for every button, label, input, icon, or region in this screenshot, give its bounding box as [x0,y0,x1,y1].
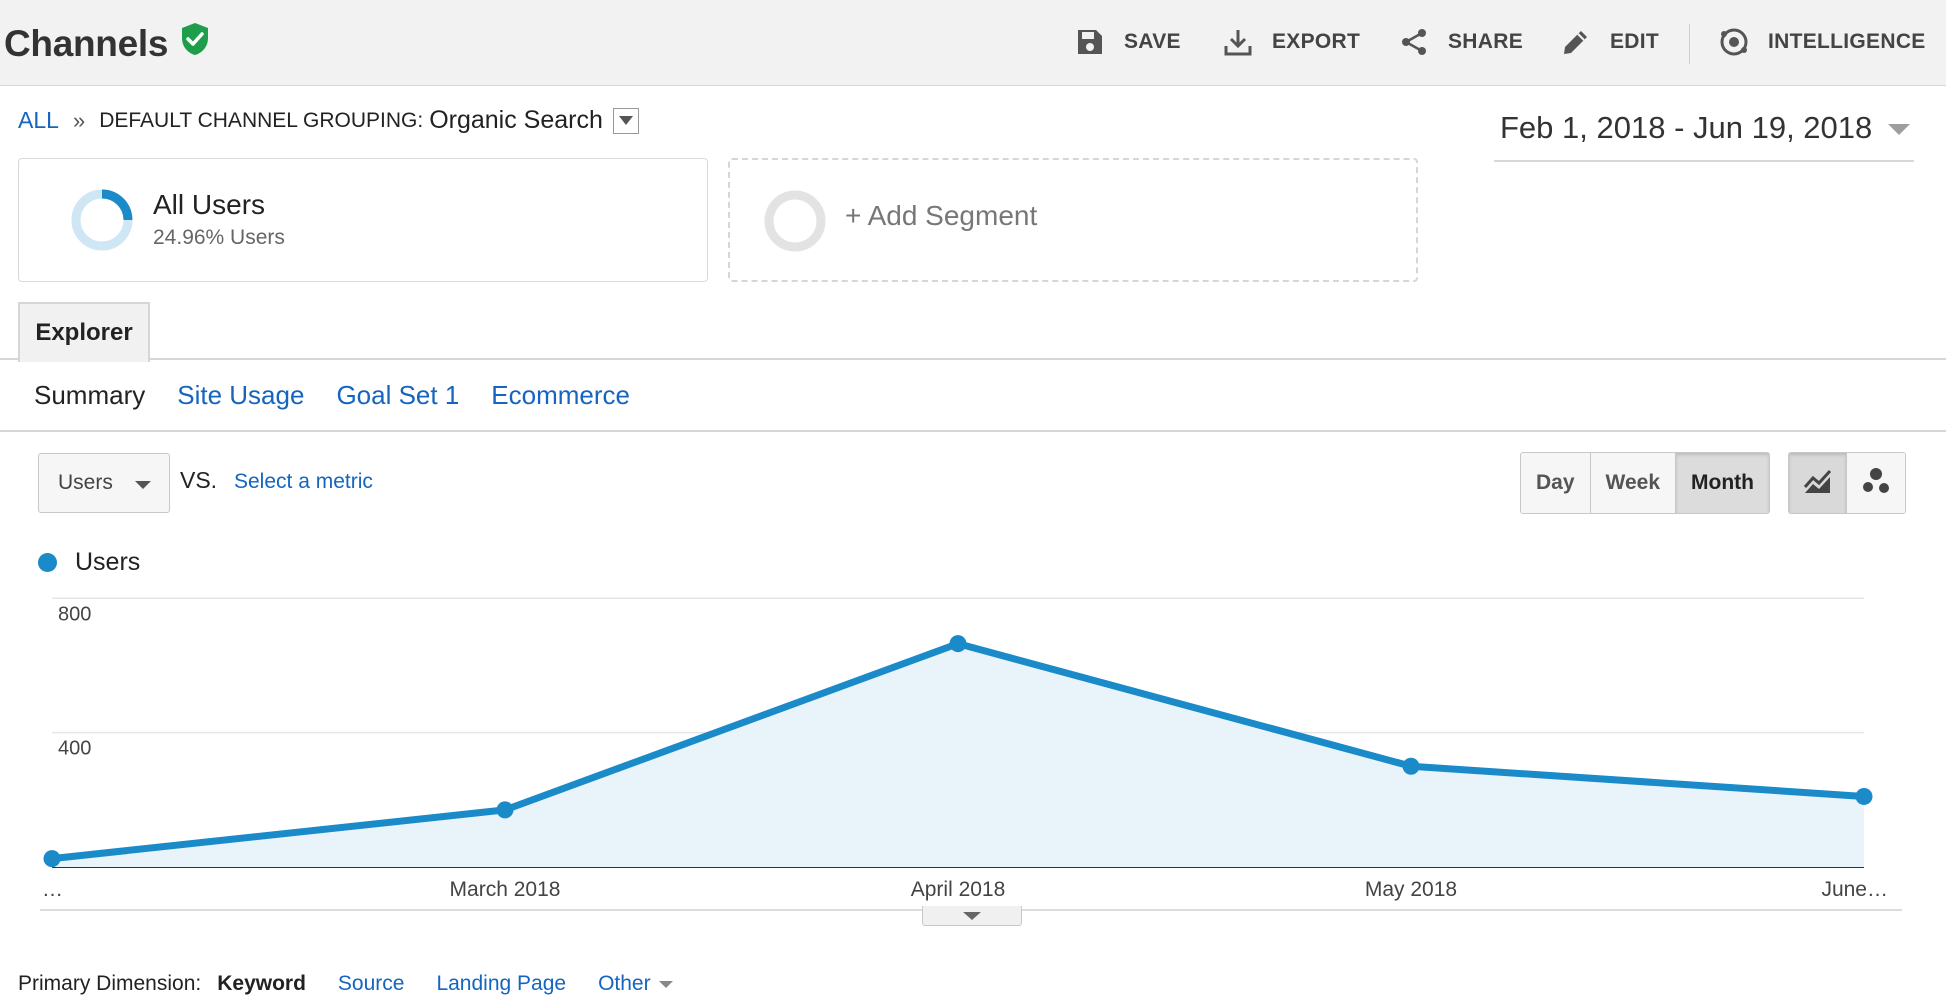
download-icon [1222,26,1254,58]
export-button[interactable]: EXPORT [1222,26,1360,58]
granularity-month-button[interactable]: Month [1676,453,1769,513]
breadcrumb-grouping-label: DEFAULT CHANNEL GROUPING: [99,108,424,132]
chart-view-toggle [1788,452,1906,514]
share-label: SHARE [1448,30,1524,53]
x-tick-label: March 2018 [450,878,561,901]
page-title: Channels [4,22,210,65]
pencil-icon [1560,26,1592,58]
metric-select-value: Users [58,471,113,494]
save-button[interactable]: SAVE [1074,26,1181,58]
subtab-site-usage[interactable]: Site Usage [177,379,305,410]
segment-detail: 24.96% Users [153,226,285,249]
grouping-dropdown-button[interactable] [612,107,639,134]
toolbar-divider [1689,24,1690,64]
line-chart-view-button[interactable] [1789,453,1847,513]
dimension-source-link[interactable]: Source [337,972,405,995]
legend-series-name: Users [75,548,141,576]
primary-dimension-label: Primary Dimension: [18,972,202,995]
series-area-fill [52,643,1864,867]
tab-bar: Explorer [0,302,1946,362]
y-tick-label: 800 [58,603,91,625]
intelligence-label: INTELLIGENCE [1768,30,1926,53]
subtab-ecommerce[interactable]: Ecommerce [491,379,630,410]
add-segment-button[interactable]: + Add Segment [728,158,1418,282]
breadcrumb-all-link[interactable]: ALL [18,107,59,133]
shield-check-icon [180,22,210,65]
legend-dot [38,553,57,572]
data-point[interactable] [496,801,514,819]
select-metric-link[interactable]: Select a metric [234,470,373,493]
subtab-summary[interactable]: Summary [34,379,146,410]
export-label: EXPORT [1272,30,1361,53]
edit-label: EDIT [1610,30,1660,53]
bubble-chart-icon [1860,465,1892,502]
breadcrumb-separator: » [72,107,86,133]
users-area-chart: 800 400 … March 2018 April 2018 May 2018 June… [40,597,1902,911]
segment-name: All Users [153,189,266,220]
chart-legend: Users [38,548,140,577]
collapse-chart-toggle[interactable] [922,906,1022,926]
explorer-subtabs: Summary Site Usage Goal Set 1 Ecommerce [0,360,1946,432]
tab-explorer[interactable]: Explorer [18,302,150,362]
line-chart-icon [1802,465,1834,502]
subtab-goal-set-1[interactable]: Goal Set 1 [336,379,460,410]
share-icon [1398,26,1430,58]
data-point[interactable] [1855,787,1873,805]
motion-chart-view-button[interactable] [1847,453,1905,513]
metric-select[interactable]: Users [38,453,170,513]
x-tick-label: June… [1821,878,1888,901]
granularity-week-button[interactable]: Week [1590,453,1677,513]
empty-donut-icon [762,188,828,254]
vs-label: VS. [180,467,218,493]
data-point[interactable] [1402,757,1420,775]
granularity-day-button[interactable]: Day [1521,453,1591,513]
intelligence-button[interactable]: INTELLIGENCE [1718,26,1926,58]
page-title-text: Channels [4,22,169,64]
segment-all-users[interactable]: All Users 24.96% Users [18,158,708,282]
save-label: SAVE [1124,30,1181,53]
dimension-other-dropdown[interactable]: Other [598,972,673,996]
chevron-down-icon [1888,124,1911,135]
share-button[interactable]: SHARE [1398,26,1523,58]
x-tick-label: April 2018 [911,878,1006,901]
floppy-disk-icon [1074,26,1106,58]
top-bar: Channels SAVE EXPORT SHARE EDIT [0,0,1946,86]
dimension-landing-page-link[interactable]: Landing Page [436,972,567,995]
intelligence-icon [1718,26,1750,58]
date-range-picker[interactable]: Feb 1, 2018 - Jun 19, 2018 [1494,110,1914,162]
breadcrumb-grouping-value: Organic Search [429,106,603,134]
dimension-keyword[interactable]: Keyword [217,972,306,995]
primary-dimension-bar: Primary Dimension: Keyword Source Landin… [18,972,705,996]
segment-donut-icon [69,187,135,253]
date-range-text: Feb 1, 2018 - Jun 19, 2018 [1500,110,1873,145]
breadcrumb: ALL » DEFAULT CHANNEL GROUPING: Organic … [18,106,639,135]
granularity-toggle: Day Week Month [1520,452,1770,514]
data-point[interactable] [949,635,967,653]
x-tick-label: May 2018 [1365,878,1457,901]
y-tick-label: 400 [58,738,91,760]
add-segment-label: + Add Segment [845,200,1038,231]
edit-button[interactable]: EDIT [1560,26,1659,58]
data-point[interactable] [43,850,61,868]
x-tick-label: … [42,878,63,901]
